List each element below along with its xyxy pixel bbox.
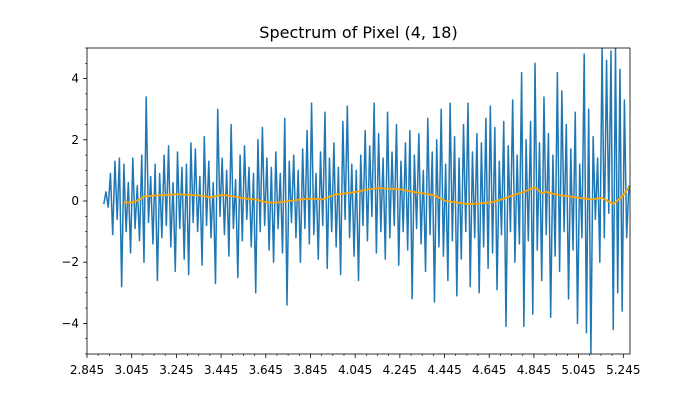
x-tick-label: 5.045	[561, 363, 595, 377]
x-tick-label: 4.845	[517, 363, 551, 377]
y-tick-label: 2	[71, 133, 79, 147]
x-tick-label: 3.445	[204, 363, 238, 377]
y-tick-label: −4	[61, 316, 79, 330]
x-tick-label: 5.245	[606, 363, 640, 377]
spectrum-line	[103, 48, 630, 354]
y-tick-label: −2	[61, 255, 79, 269]
series-layer	[103, 48, 630, 354]
x-tick-label: 2.845	[70, 363, 104, 377]
y-tick-label: 4	[71, 72, 79, 86]
x-tick-label: 3.845	[293, 363, 327, 377]
x-tick-label: 4.245	[383, 363, 417, 377]
axes-layer: 2.845 3.045 3.245 3.445 3.645 3.845 4.045 4.245…	[61, 47, 640, 377]
x-tick-label: 4.045	[338, 363, 372, 377]
x-tick-label: 3.645	[249, 363, 283, 377]
plot-background	[87, 48, 630, 354]
chart-title: Spectrum of Pixel (4, 18)	[259, 23, 458, 42]
y-tick-label: 0	[71, 194, 79, 208]
x-tick-label: 3.245	[159, 363, 193, 377]
smoothed-line	[123, 186, 630, 205]
x-tick-label: 4.645	[472, 363, 506, 377]
x-tick-label: 4.445	[427, 363, 461, 377]
x-tick-label: 3.045	[115, 363, 149, 377]
